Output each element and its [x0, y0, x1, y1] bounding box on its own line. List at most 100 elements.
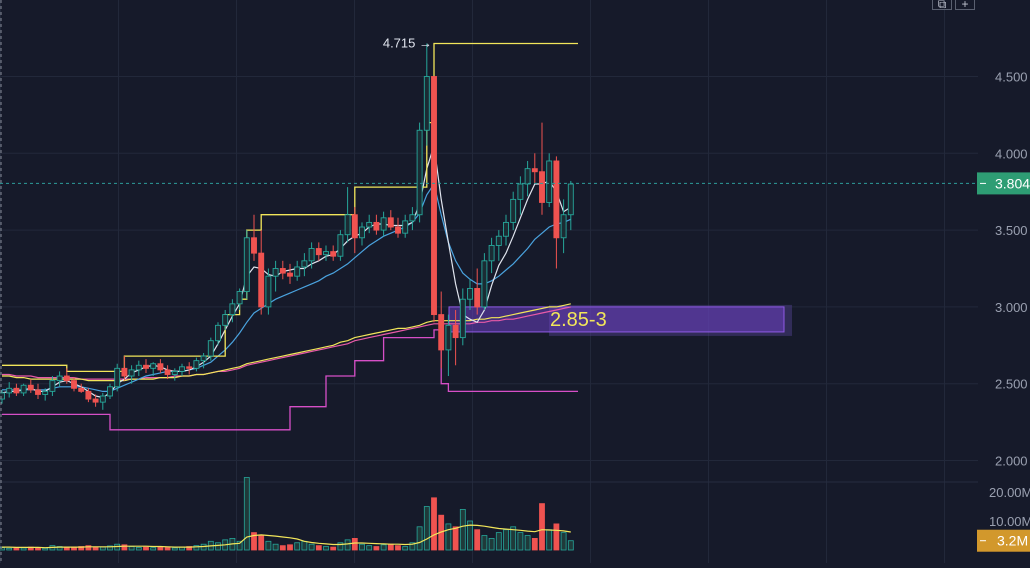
candle — [416, 122, 423, 223]
ma-fast-line — [1, 145, 572, 399]
candle-body — [553, 160, 560, 239]
candle — [229, 299, 236, 323]
volume-bar — [423, 506, 430, 551]
candle — [323, 245, 329, 261]
candle-body — [99, 395, 106, 403]
volume-bar — [143, 546, 149, 551]
candle-body — [279, 268, 286, 274]
candle-body — [409, 214, 416, 222]
volume-bar — [546, 529, 553, 551]
volume-bar — [20, 547, 27, 551]
candle-body — [495, 235, 502, 246]
candle — [539, 122, 545, 215]
current-price-tag: 3.804 — [977, 172, 1030, 195]
add-indicator-icon[interactable]: + — [955, 0, 975, 10]
candle-body — [6, 387, 13, 394]
volume-bar — [510, 526, 517, 551]
candle — [517, 176, 524, 215]
candle-body — [143, 364, 149, 369]
candle-body — [35, 389, 41, 395]
volume-bar — [373, 546, 380, 551]
volume-axis: 20.00M 10.00M — [989, 485, 1030, 529]
volume-bar — [531, 538, 538, 551]
candle — [553, 156, 560, 269]
candle — [308, 242, 315, 269]
candle — [409, 207, 416, 231]
volume-bar — [107, 545, 113, 551]
donchian-lower-line — [2, 329, 578, 431]
volume-bar — [409, 542, 416, 551]
candle — [200, 352, 207, 369]
volume-bar — [301, 540, 308, 551]
candle — [150, 362, 157, 377]
candle-body — [92, 398, 99, 403]
volume-bar — [524, 535, 531, 551]
candle-body — [452, 324, 459, 339]
volume-bar — [567, 540, 574, 551]
candle — [337, 230, 344, 261]
candle — [467, 279, 473, 310]
candle-body — [402, 220, 409, 234]
volume-bar — [337, 542, 344, 551]
volume-bar — [488, 538, 495, 551]
candle-body — [164, 369, 171, 375]
candle — [315, 242, 322, 261]
candle-body — [510, 198, 517, 223]
high-marker-label: 4.715 → — [383, 35, 432, 50]
candle — [265, 268, 272, 315]
volume-bar — [330, 546, 337, 551]
candle — [13, 383, 20, 396]
candle — [481, 253, 488, 310]
candle-body — [488, 245, 495, 262]
volume-bar — [517, 532, 524, 551]
candle-body — [539, 171, 545, 203]
candle-body — [323, 251, 329, 256]
volume-tick-label: 10.00M — [989, 514, 1030, 529]
candle — [351, 207, 358, 254]
volume-bar — [99, 546, 106, 551]
candle — [287, 263, 293, 284]
candle-body — [294, 266, 301, 277]
candle — [495, 230, 502, 261]
candle — [531, 153, 538, 185]
candle-body — [359, 226, 365, 239]
candle — [92, 394, 99, 407]
candle — [567, 180, 574, 231]
volume-bar — [251, 532, 257, 551]
candle-body — [229, 303, 236, 316]
candle-body — [258, 252, 265, 308]
candle-body — [445, 324, 452, 351]
candle — [243, 230, 250, 300]
volume-bar — [539, 503, 545, 551]
volume-bar — [92, 546, 99, 551]
price-axis[interactable]: 4.500 4.000 3.500 3.000 2.500 2.000 — [995, 70, 1028, 469]
candle — [503, 214, 509, 246]
candle — [474, 268, 481, 315]
candle — [193, 357, 200, 372]
candle — [380, 211, 387, 237]
layout-toggle-icon[interactable]: ⧉ — [932, 0, 952, 10]
candle — [78, 383, 85, 393]
current-volume-value: 3.2M — [997, 533, 1028, 549]
candle-body — [351, 214, 358, 239]
candle — [215, 322, 221, 346]
candle-body — [546, 160, 553, 203]
candle-body — [0, 392, 5, 400]
candle — [27, 379, 34, 393]
candle — [524, 160, 531, 197]
candle — [157, 359, 164, 373]
candle — [560, 199, 567, 254]
candle-body — [215, 324, 221, 342]
volume-bar — [416, 526, 423, 551]
candle — [344, 187, 351, 243]
candle-body — [128, 369, 135, 377]
volume-ma-line — [2, 524, 571, 549]
volume-bar — [359, 543, 365, 551]
candle-body — [438, 314, 445, 351]
volume-bar — [395, 545, 401, 551]
candle-body — [200, 355, 207, 362]
candle-body — [330, 251, 337, 257]
